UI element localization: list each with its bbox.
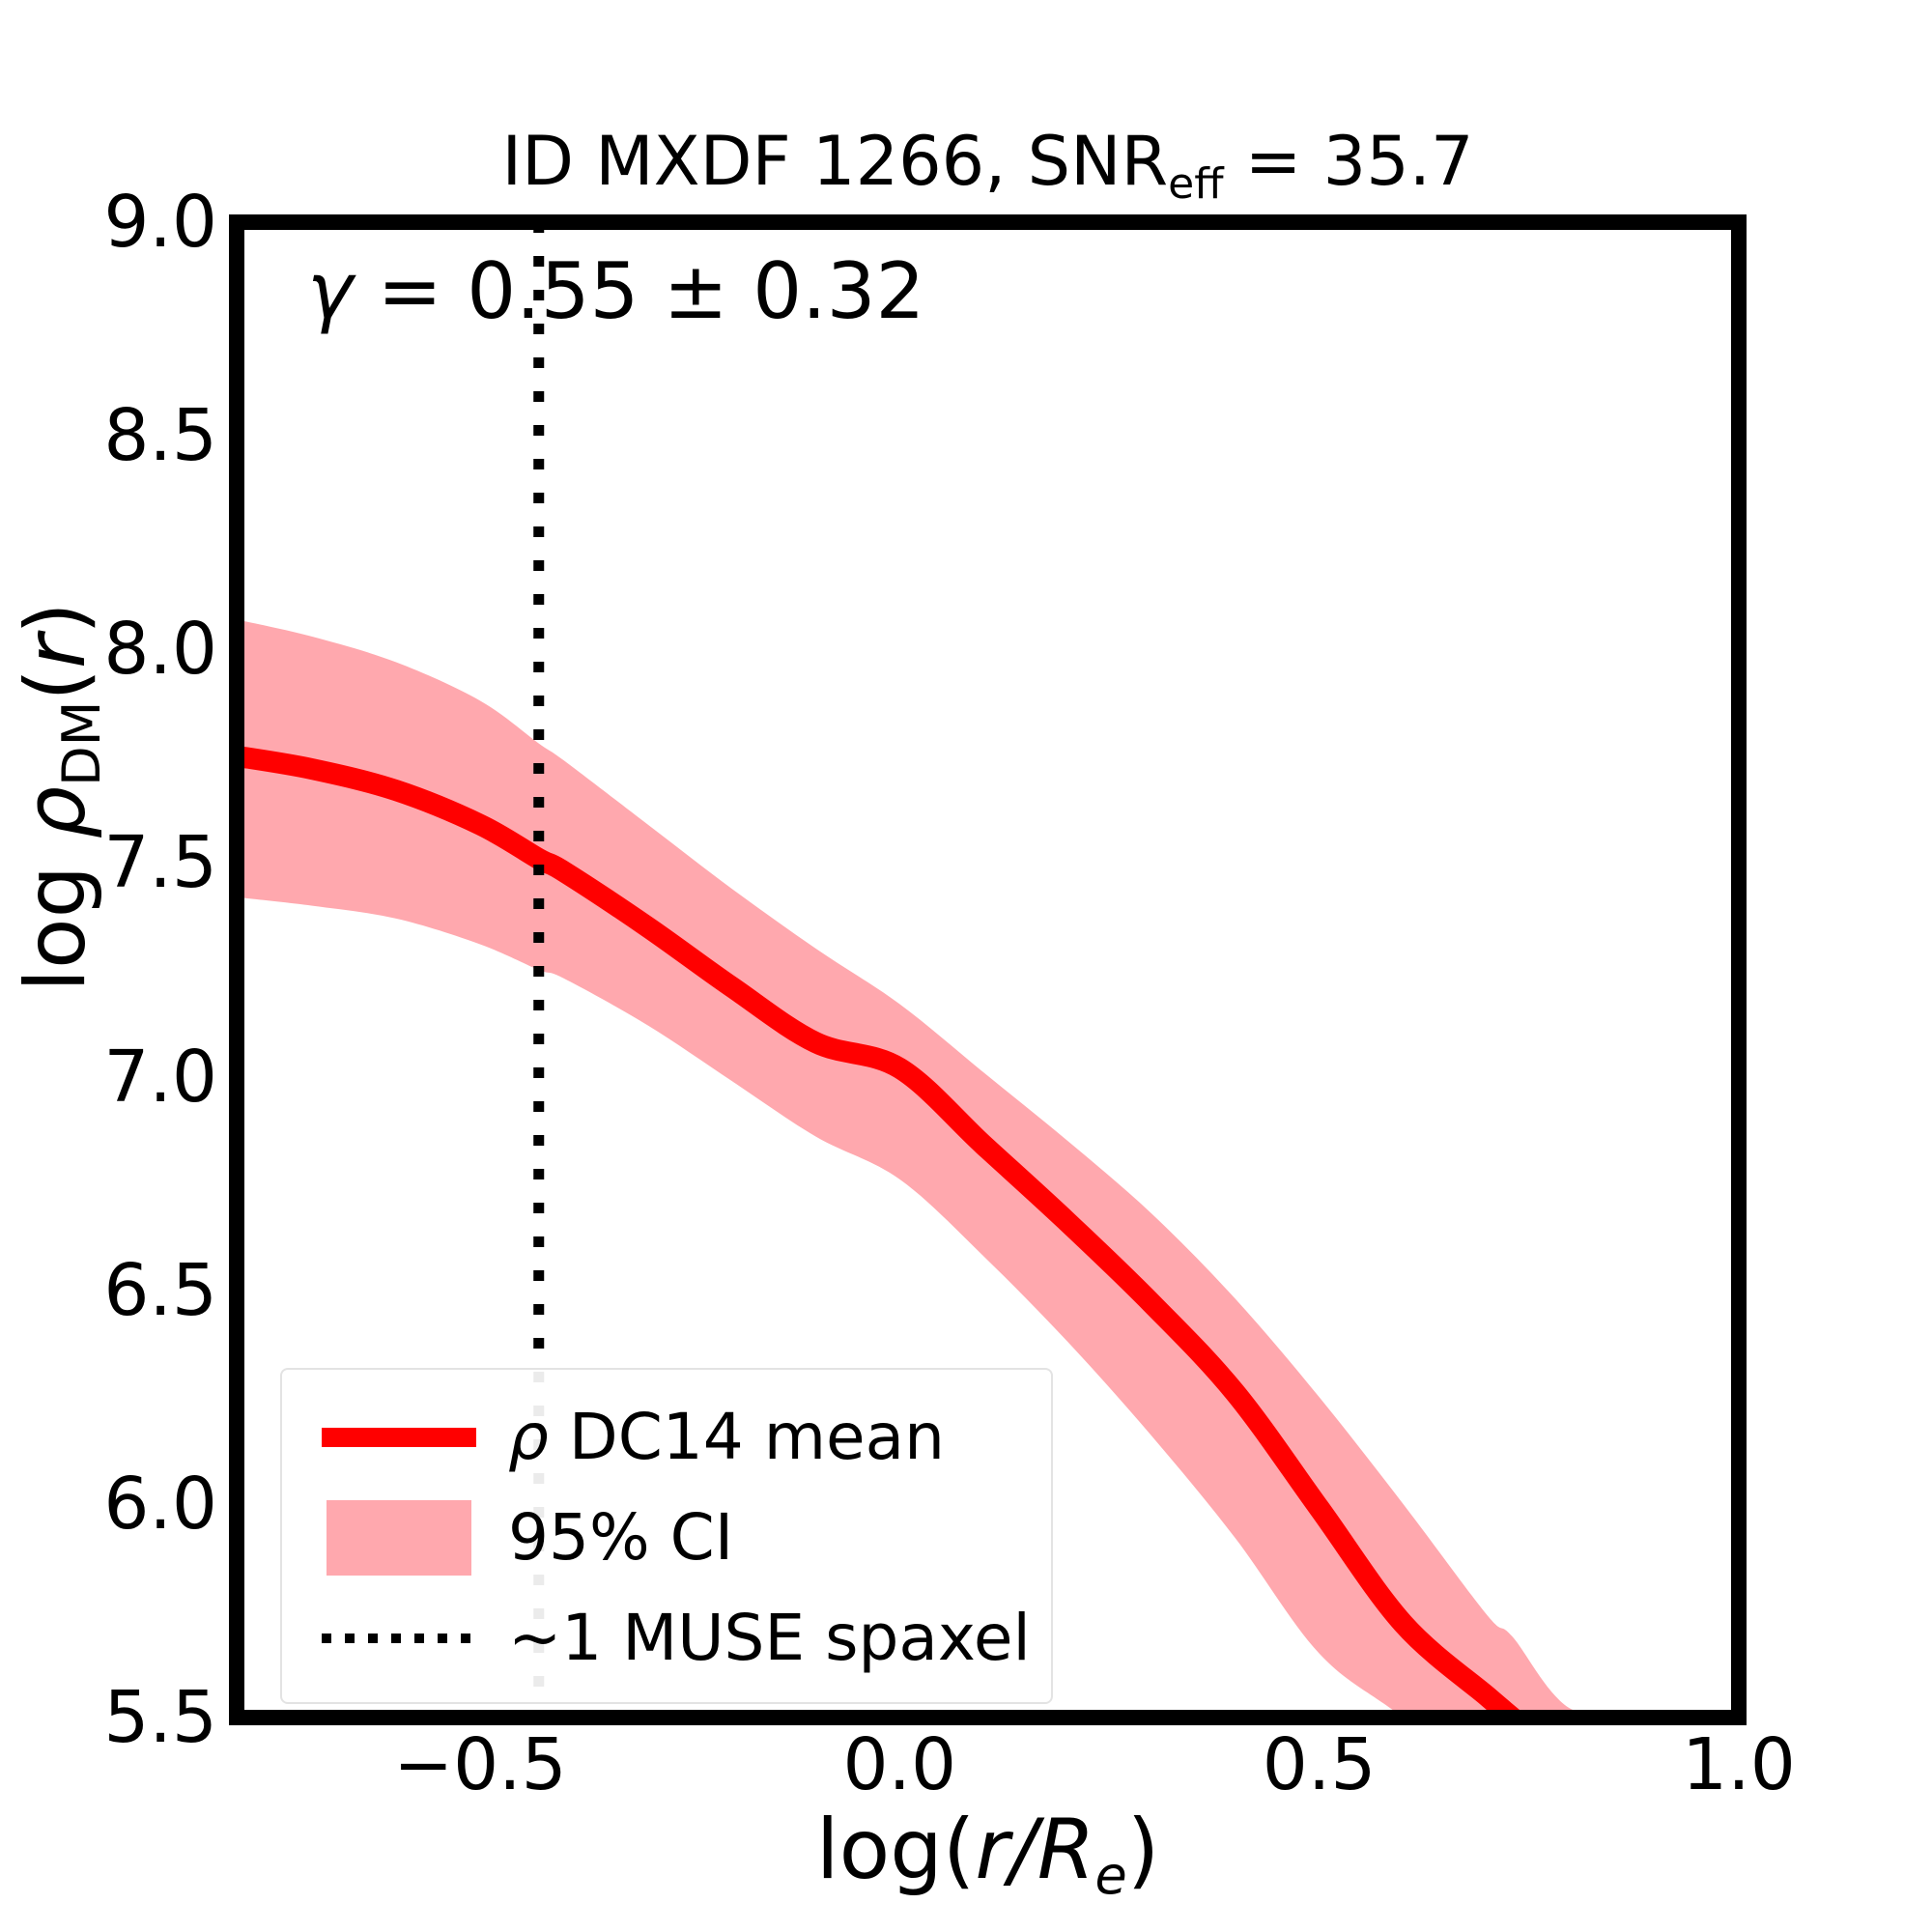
- y-tick-label: 9.0: [103, 181, 217, 264]
- y-tick-label: 6.0: [103, 1462, 217, 1546]
- legend-box: ρ DC14 mean 95% CI ~1 MUSE spaxel: [280, 1368, 1053, 1704]
- x-tick-label: 0.5: [1262, 1723, 1377, 1806]
- ylabel-subscript: DM: [51, 700, 112, 786]
- xlabel-subscript: e: [1094, 1845, 1127, 1906]
- legend-item-spaxel: ~1 MUSE spaxel: [307, 1588, 1031, 1689]
- title-subscript: eff: [1168, 159, 1224, 209]
- chart-title: ID MXDF 1266, SNReff = 35.7: [237, 128, 1739, 206]
- xlabel-R-symbol: R: [1037, 1802, 1095, 1898]
- y-tick-label: 8.0: [103, 608, 217, 692]
- legend-key-dotted: [307, 1634, 491, 1643]
- legend-label-spaxel: ~1 MUSE spaxel: [508, 1601, 1031, 1675]
- gamma-value: = 0.55 ± 0.32: [353, 246, 925, 336]
- title-main-text: ID MXDF 1266, SNR: [501, 122, 1169, 201]
- dc14-mean-line: [237, 746, 1529, 1718]
- xlabel-slash: /: [1009, 1802, 1037, 1898]
- title-tail-text: = 35.7: [1223, 122, 1474, 201]
- gamma-symbol: γ: [307, 246, 354, 336]
- xlabel-r-symbol: r: [975, 1802, 1009, 1898]
- y-tick-label: 8.5: [103, 394, 217, 478]
- legend-item-mean: ρ DC14 mean: [307, 1387, 1026, 1488]
- y-tick-label: 7.5: [103, 821, 217, 905]
- x-axis-label: log(r/Re): [237, 1808, 1739, 1902]
- x-tick-label: 1.0: [1682, 1723, 1796, 1806]
- xlabel-paren-close: ): [1126, 1802, 1160, 1898]
- y-tick-label: 6.5: [103, 1248, 217, 1332]
- x-tick-label: 0.0: [842, 1723, 957, 1806]
- legend-label-ci: 95% CI: [508, 1500, 734, 1575]
- legend-key-patch: [307, 1500, 491, 1576]
- legend-mean-text: DC14 mean: [548, 1400, 945, 1474]
- y-tick-label: 5.5: [103, 1676, 217, 1759]
- legend-rho-symbol: ρ: [508, 1400, 549, 1474]
- x-tick-label: −0.5: [393, 1723, 567, 1806]
- axes-spines: [229, 214, 1747, 1725]
- y-tick-label: 7.0: [103, 1035, 217, 1119]
- legend-key-line: [307, 1428, 491, 1447]
- legend-label-mean: ρ DC14 mean: [491, 1406, 945, 1469]
- gamma-annotation: γ = 0.55 ± 0.32: [307, 253, 924, 330]
- xlabel-log-text: log(: [815, 1802, 976, 1898]
- legend-item-ci: 95% CI: [307, 1488, 1026, 1588]
